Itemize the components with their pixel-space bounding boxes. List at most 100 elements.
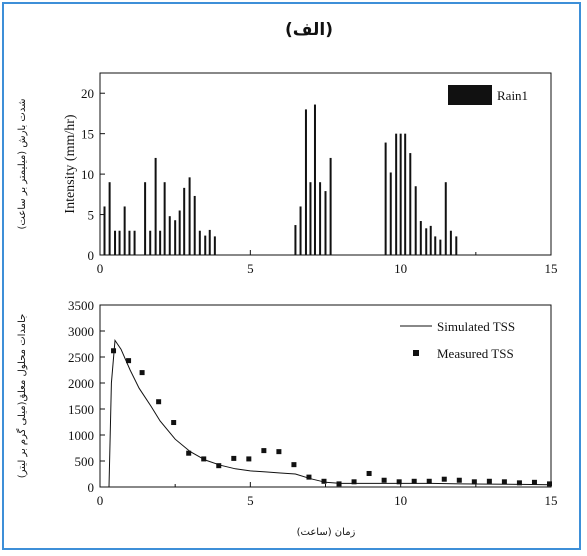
rain-xtick-label: 5 — [247, 261, 254, 276]
tss-legend-measured: Measured TSS — [437, 346, 514, 361]
measured-tss-point — [201, 456, 207, 462]
rain-ytick-label: 10 — [81, 167, 94, 182]
rain-bar — [188, 177, 191, 255]
rain-ylabel: Intensity (mm/hr) — [63, 114, 78, 213]
measured-tss-point — [306, 474, 312, 480]
measured-tss-point — [336, 481, 342, 487]
rain-bar — [404, 133, 407, 255]
measured-tss-point — [531, 479, 537, 485]
measured-tss-point — [261, 448, 267, 454]
tss-axis-ticks: 0 5 10 15 0 500 1000 1500 2000 2500 3000 3500 — [68, 298, 558, 508]
rain-bar — [425, 228, 428, 255]
rain-bar — [299, 206, 302, 255]
rain-bar — [114, 230, 117, 255]
measured-tss-markers — [111, 348, 552, 487]
tss-ytick-label: 3500 — [68, 298, 94, 313]
rain-xtick-label: 15 — [545, 261, 558, 276]
rain-ylabel-persian: شدت بارش (میلیمتر بر ساعت) — [17, 99, 28, 230]
tss-xtick-label: 0 — [97, 493, 104, 508]
rain-bar — [313, 104, 316, 256]
rain-bar — [193, 195, 196, 255]
rain-bar — [329, 157, 332, 255]
measured-tss-point — [156, 399, 162, 405]
measured-tss-point — [516, 480, 522, 486]
rain-bar — [439, 239, 442, 255]
rain-bar — [384, 142, 387, 255]
rain-bar — [128, 230, 131, 255]
rain-ytick-label: 5 — [88, 208, 95, 223]
measured-tss-point — [111, 348, 117, 354]
rain-xtick-label: 0 — [97, 261, 104, 276]
measured-tss-point — [171, 420, 177, 426]
measured-tss-point — [246, 456, 252, 462]
rain-bar — [389, 172, 392, 255]
measured-tss-point — [321, 478, 327, 484]
measured-tss-point — [441, 476, 447, 482]
measured-tss-point — [126, 358, 132, 364]
tss-xtick-label: 15 — [545, 493, 558, 508]
measured-tss-point — [501, 479, 507, 485]
rain-bar — [183, 187, 186, 255]
tss-ylabel-persian: جامدات محلول معلق(میلی گرم بر لیتر) — [16, 314, 28, 479]
rain-bar — [149, 230, 152, 255]
rain-bar — [455, 236, 458, 255]
rain-ytick-label: 0 — [88, 248, 95, 263]
rain-bar — [133, 230, 136, 255]
rain-legend: Rain1 — [448, 85, 528, 105]
rain-legend-label: Rain1 — [497, 88, 528, 103]
rain-ytick-label: 15 — [81, 127, 94, 142]
measured-tss-point — [411, 478, 417, 484]
tss-legend-marker — [413, 350, 419, 356]
tss-ytick-label: 1500 — [68, 402, 94, 417]
rain-bar — [108, 182, 111, 255]
tss-ytick-label: 3000 — [68, 324, 94, 339]
rain-bar — [294, 225, 297, 255]
tss-ytick-label: 0 — [88, 480, 95, 495]
simulated-tss-line — [100, 338, 552, 488]
rain-xtick-label: 10 — [394, 261, 407, 276]
measured-tss-point — [351, 479, 357, 485]
measured-tss-point — [456, 477, 462, 483]
tss-xtick-label: 10 — [394, 493, 407, 508]
rain-bar — [178, 210, 181, 255]
rain-bar — [429, 225, 432, 255]
rain-bar — [319, 182, 322, 255]
rain-axis-ticks: 0 5 10 15 0 5 10 15 20 — [81, 86, 558, 276]
measured-tss-point — [231, 455, 237, 461]
measured-tss-point — [139, 370, 145, 376]
rain-bar — [103, 206, 106, 255]
tss-legend-simulated: Simulated TSS — [437, 319, 515, 334]
rain-bar — [163, 182, 166, 255]
rain-bar — [159, 230, 162, 255]
measured-tss-point — [381, 477, 387, 483]
rain-bar — [399, 133, 402, 255]
tss-ytick-label: 1000 — [68, 428, 94, 443]
measured-tss-point — [471, 479, 477, 485]
rain-bar — [419, 221, 422, 255]
measured-tss-point — [396, 479, 402, 485]
tss-ytick-label: 500 — [75, 454, 95, 469]
rain-bar — [168, 216, 171, 255]
rain-bar — [449, 230, 452, 255]
measured-tss-point — [186, 450, 192, 456]
rain-bar — [118, 230, 121, 255]
measured-tss-point — [291, 462, 297, 468]
rain-bar — [309, 182, 312, 255]
rain-bar — [213, 236, 216, 255]
measured-tss-point — [216, 463, 222, 469]
measured-tss-point — [426, 478, 432, 484]
measured-tss-point — [546, 481, 552, 487]
rain-bar — [444, 182, 447, 255]
rain-bar — [204, 235, 207, 255]
rain-bar — [198, 230, 201, 255]
tss-xtick-label: 5 — [247, 493, 254, 508]
tss-legend: Simulated TSS Measured TSS — [400, 319, 515, 361]
rain-bars — [103, 104, 458, 256]
measured-tss-point — [276, 449, 282, 455]
rain-bar — [154, 157, 157, 255]
tss-ytick-label: 2000 — [68, 376, 94, 391]
rain-legend-swatch — [448, 85, 492, 105]
x-axis-label: زمان (ساعت) — [297, 527, 356, 538]
rain-bar — [208, 229, 211, 255]
